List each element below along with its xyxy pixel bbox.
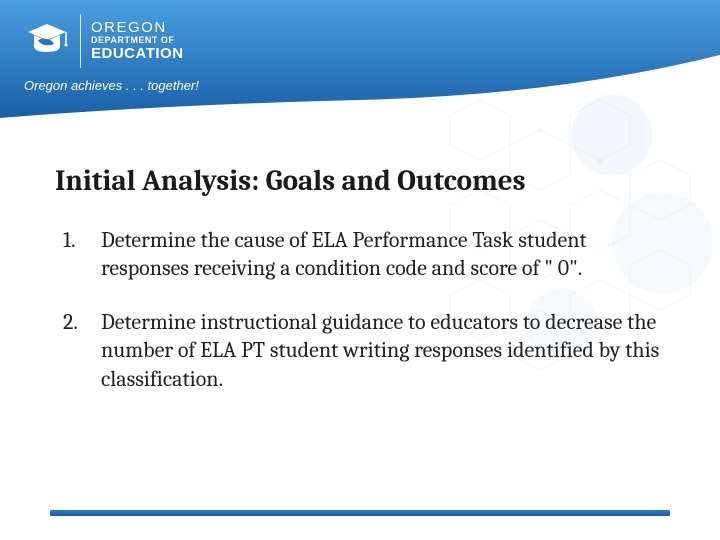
slide-content: Initial Analysis: Goals and Outcomes Det… — [0, 130, 720, 393]
logo: OREGON DEPARTMENT OF EDUCATION — [24, 14, 184, 68]
logo-state: OREGON — [91, 20, 184, 37]
logo-divider — [80, 14, 81, 68]
slide-title: Initial Analysis: Goals and Outcomes — [55, 165, 665, 198]
list-item: Determine instructional guidance to educ… — [55, 308, 665, 392]
list-item: Determine the cause of ELA Performance T… — [55, 226, 665, 282]
goals-list: Determine the cause of ELA Performance T… — [55, 226, 665, 393]
logo-edu: EDUCATION — [91, 46, 184, 63]
tagline: Oregon achieves . . . together! — [24, 78, 199, 93]
footer-divider — [50, 510, 670, 516]
grad-cap-icon — [24, 18, 70, 64]
slide-header: OREGON DEPARTMENT OF EDUCATION Oregon ac… — [0, 0, 720, 130]
logo-text: OREGON DEPARTMENT OF EDUCATION — [91, 20, 184, 63]
